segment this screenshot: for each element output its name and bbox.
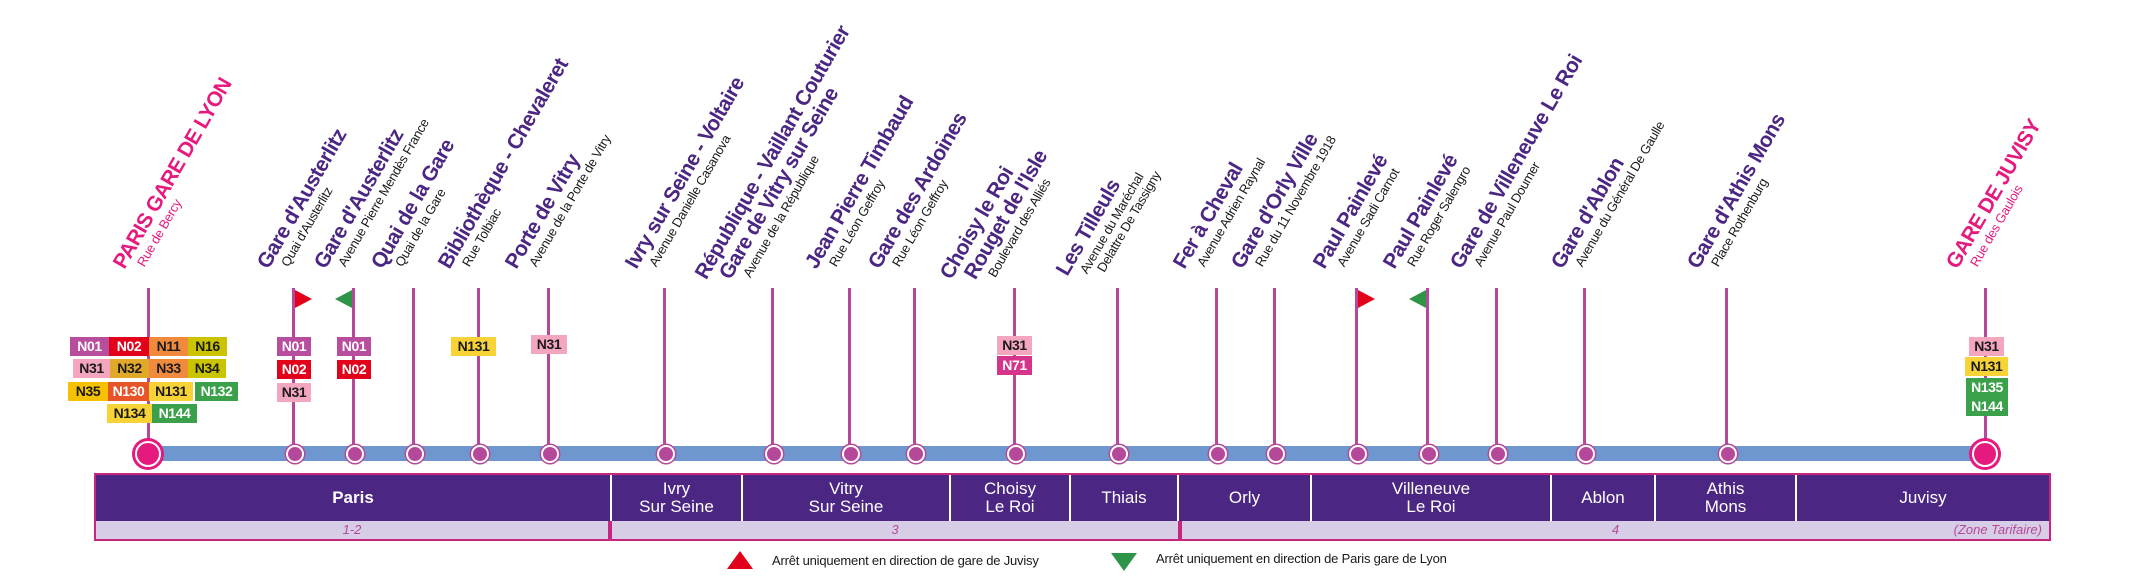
legend-green-text: Arrêt uniquement en direction de Paris g… [1156,551,1447,566]
route-badge[interactable]: N32 [110,359,149,378]
route-badge[interactable]: N34 [188,359,226,378]
stop-label[interactable]: Gare d'Athis Mons Place Rothenburg [1682,109,1802,279]
town-cell: Ivry Sur Seine [612,475,743,521]
route-badge[interactable]: N134 [107,404,152,423]
route-badge[interactable]: N131 [149,382,193,401]
town-cell: Paris [96,475,612,521]
route-badge[interactable]: N131 [451,337,496,356]
route-badge[interactable]: N131 [1965,357,2008,376]
green-flag-icon [1409,290,1426,308]
stop-stem [1495,288,1498,446]
stop-dot[interactable] [907,445,925,463]
stop-stem [547,288,550,446]
stop-stem [663,288,666,446]
stop-name: Gare d'Ablon [1546,153,1629,273]
stop-dot[interactable] [1007,445,1025,463]
town-cell: Ablon [1552,475,1656,521]
stop-dot[interactable] [1349,445,1367,463]
bus-line-track [148,446,1985,461]
red-flag-icon [1358,290,1375,308]
route-badge[interactable]: N02 [337,360,371,379]
stop-stem [848,288,851,446]
stop-name: PARIS GARE DE LYON [108,74,237,273]
stop-stem [771,288,774,446]
town-cell: Athis Mons [1656,475,1797,521]
stop-stem [1116,288,1119,446]
stop-name: Gare d'Athis Mons [1682,109,1790,273]
stop-dot[interactable] [1110,445,1128,463]
terminus-dot[interactable] [1972,441,1998,467]
route-badge[interactable]: N71 [997,356,1032,375]
town-cell: Thiais [1071,475,1179,521]
route-badge[interactable]: N01 [277,337,311,356]
town-cell: Orly [1179,475,1312,521]
route-badge[interactable]: N31 [73,359,110,378]
route-badge[interactable]: N33 [149,359,188,378]
route-badge[interactable]: N31 [277,383,311,402]
route-badge[interactable]: N01 [70,337,109,356]
stop-dot[interactable] [1267,445,1285,463]
stop-stem [913,288,916,446]
red-flag-icon [295,290,312,308]
route-badge[interactable]: N144 [1966,397,2008,416]
zone-cell: 1-2 [96,521,612,539]
route-badge[interactable]: N16 [188,337,227,356]
stop-dot[interactable] [346,445,364,463]
stop-street: Rue de Bercy [133,196,185,270]
stop-dot[interactable] [471,445,489,463]
stop-dot[interactable] [1719,445,1737,463]
stop-label[interactable]: Gare d'Ablon Avenue du Général De Gaulle [1546,108,1668,279]
terminus-dot[interactable] [135,441,161,467]
route-badge[interactable]: N132 [195,382,238,401]
stop-stem [1273,288,1276,446]
stop-dot[interactable] [1489,445,1507,463]
stop-name: GARE DE JUVISY [1941,115,2046,273]
route-badge[interactable]: N144 [152,404,197,423]
town-cell: Juvisy [1797,475,2049,521]
route-badge[interactable]: N11 [149,337,188,356]
stop-dot[interactable] [1209,445,1227,463]
town-cell: Vitry Sur Seine [743,475,951,521]
stop-dot[interactable] [406,445,424,463]
route-badge[interactable]: N02 [109,337,149,356]
route-badge[interactable]: N01 [337,337,371,356]
stop-dot[interactable] [657,445,675,463]
green-flag-icon [335,290,352,308]
route-badge[interactable]: N130 [108,382,149,401]
stop-label[interactable]: GARE DE JUVISY Rue des Gaulois [1941,115,2057,279]
stop-stem [1725,288,1728,446]
zone-caption: (Zone Tarifaire) [1953,522,2042,537]
green-triangle-icon [1111,553,1137,571]
stop-dot[interactable] [1420,445,1438,463]
route-badge[interactable]: N02 [277,360,311,379]
route-badge[interactable]: N31 [531,335,567,354]
stop-dot[interactable] [842,445,860,463]
stop-stem [1355,288,1358,446]
route-badge[interactable]: N35 [68,382,108,401]
route-badge[interactable]: N31 [1969,337,2004,356]
stop-stem [1426,288,1429,446]
stop-stem [477,288,480,446]
zone-cell: 3 [612,521,1182,539]
zone-cell: 4 [1611,522,1620,537]
stop-stem [1215,288,1218,446]
town-cell: Choisy Le Roi [951,475,1071,521]
stop-stem [412,288,415,446]
stop-label[interactable]: PARIS GARE DE LYON Rue de Bercy [108,74,248,279]
stop-stem [1583,288,1586,446]
stop-label[interactable]: Les Tilleuls Avenue du Maréchal Delattre… [1052,151,1164,293]
stop-dot[interactable] [1577,445,1595,463]
route-badge[interactable]: N31 [997,336,1032,355]
stop-dot[interactable] [541,445,559,463]
town-cell: Villeneuve Le Roi [1312,475,1552,521]
legend-red-text: Arrêt uniquement en direction de gare de… [772,553,1039,568]
stop-dot[interactable] [765,445,783,463]
zone-table: Paris Ivry Sur Seine Vitry Sur Seine Cho… [94,473,2051,541]
red-triangle-icon [727,551,753,569]
route-badge[interactable]: N135 [1966,378,2008,397]
stop-dot[interactable] [286,445,304,463]
